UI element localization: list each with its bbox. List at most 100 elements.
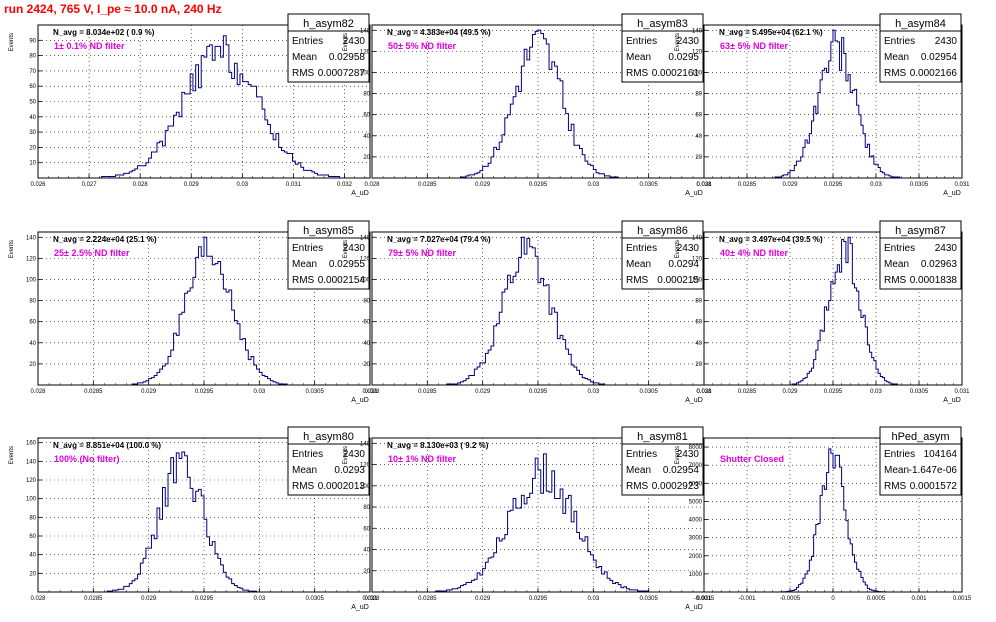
x-tick-label: 0.028 — [30, 596, 46, 602]
stat-value: 2430 — [935, 36, 958, 47]
x-tick-label: 0.029 — [782, 389, 798, 395]
y-tick-label: 100 — [26, 497, 37, 503]
y-tick-label: 20 — [363, 569, 370, 575]
histogram-panel-h_asym87: 0.028 0.0285 0.029 0.0295 0.03 0.0305 0.031 20 4… — [675, 220, 970, 404]
y-tick-label: 90 — [29, 38, 36, 44]
x-tick-label: 0.0015 — [953, 596, 972, 602]
x-tick-label: 0.031 — [954, 389, 970, 395]
y-tick-label: 60 — [29, 320, 36, 326]
x-tick-label: 0.0005 — [867, 596, 886, 602]
y-tick-label: 60 — [29, 84, 36, 90]
stat-label: Entries — [292, 449, 323, 460]
stat-value: 0.000215 — [657, 275, 699, 286]
y-tick-label: 20 — [29, 571, 36, 577]
x-tick-label: 0.028 — [364, 389, 380, 395]
stats-box-frame — [621, 13, 704, 83]
stat-value: 0.0001572 — [910, 481, 958, 492]
x-tick-label: 0.032 — [337, 182, 353, 188]
x-tick-label: 0.0295 — [824, 182, 843, 188]
filter-caption: 50± 5% ND filter — [388, 41, 456, 51]
x-axis-title: A_uD — [351, 397, 369, 404]
y-tick-label: 20 — [695, 362, 702, 368]
stat-label: Entries — [626, 449, 657, 460]
y-tick-label: 40 — [363, 134, 370, 140]
histogram-name: hPed_asym — [891, 431, 949, 443]
y-tick-label: 140 — [692, 28, 703, 34]
histogram-name: h_asym81 — [637, 431, 688, 443]
stat-label: Mean — [292, 52, 317, 63]
y-axis-title: Events — [343, 446, 349, 464]
stat-label: Entries — [884, 449, 915, 460]
stat-label: Entries — [292, 36, 323, 47]
x-tick-label: -0.0015 — [694, 596, 715, 602]
x-tick-label: 0.029 — [184, 182, 200, 188]
histogram-name: h_asym84 — [895, 18, 946, 30]
x-axis-title: A_uD — [351, 604, 369, 611]
stats-box-frame — [287, 13, 370, 83]
stat-value: 0.0002013 — [318, 481, 366, 492]
stat-label: RMS — [626, 481, 649, 492]
y-tick-label: 8000 — [689, 445, 703, 451]
y-tick-label: 5000 — [689, 499, 703, 505]
y-tick-label: 40 — [29, 553, 36, 559]
y-tick-label: 40 — [695, 134, 702, 140]
y-tick-label: 140 — [26, 235, 37, 241]
stat-label: RMS — [292, 481, 315, 492]
y-axis-title: Events — [675, 33, 681, 51]
x-axis-title: A_uD — [351, 190, 369, 197]
x-axis-title: A_uD — [943, 397, 961, 404]
navg-caption: N_avg = 8.034e+02 ( 0.9 %) — [53, 28, 155, 37]
x-axis-title: A_uD — [943, 190, 961, 197]
x-tick-label: 0.029 — [475, 596, 491, 602]
histogram-name: h_asym82 — [303, 18, 354, 30]
stat-value: 0.0007287 — [318, 68, 366, 79]
stats-box-frame — [621, 426, 704, 496]
x-tick-label: 0.0285 — [738, 182, 757, 188]
x-tick-label: 0.0305 — [910, 389, 929, 395]
stat-value: 0.0002923 — [652, 481, 700, 492]
y-tick-label: 120 — [26, 478, 37, 484]
y-axis-title: Events — [343, 240, 349, 258]
stat-label: Mean — [292, 465, 317, 476]
stat-value: 0.0294 — [668, 259, 699, 270]
stat-label: Entries — [884, 36, 915, 47]
y-tick-label: 4000 — [689, 518, 703, 524]
y-tick-label: 3000 — [689, 536, 703, 542]
y-tick-label: 80 — [695, 299, 702, 305]
histogram-panel-h_asym86: 0.028 0.0285 0.029 0.0295 0.03 0.0305 0.031 20 4… — [343, 220, 712, 404]
y-tick-label: 10 — [29, 161, 36, 167]
x-tick-label: 0.031 — [696, 389, 712, 395]
stat-value: 2430 — [343, 449, 366, 460]
y-tick-label: 140 — [360, 28, 371, 34]
y-tick-label: 100 — [360, 484, 371, 490]
stats-box: h_asym86 Entries 2430 Mean 0.0294 RMS 0.000215 — [621, 220, 704, 290]
histogram-panel-hPed_asym: -0.0015 -0.001 -0.0005 0 0.0005 0.001 0.0015 10… — [675, 426, 972, 602]
x-tick-label: 0.028 — [364, 182, 380, 188]
y-tick-label: 140 — [26, 459, 37, 465]
navg-caption: N_avg = 8.851e+04 (100.0 %) — [53, 441, 161, 450]
x-tick-label: 0.0285 — [418, 182, 437, 188]
y-tick-label: 80 — [363, 505, 370, 511]
x-axis-title: A_uD — [685, 604, 703, 611]
x-tick-label: 0.029 — [141, 389, 157, 395]
y-axis-title: Events — [9, 446, 15, 464]
y-tick-label: 7000 — [689, 463, 703, 469]
x-tick-label: 0.0305 — [639, 182, 658, 188]
x-tick-label: 0.0285 — [738, 389, 757, 395]
stat-label: RMS — [884, 481, 907, 492]
filter-caption: 1± 0.1% ND filter — [54, 41, 125, 51]
x-tick-label: 0.0295 — [529, 182, 548, 188]
x-axis-title: A_uD — [685, 190, 703, 197]
x-tick-label: 0.029 — [782, 182, 798, 188]
y-tick-label: 100 — [26, 277, 37, 283]
stat-value: 2430 — [343, 36, 366, 47]
y-tick-label: 60 — [363, 526, 370, 532]
x-tick-label: 0.0295 — [529, 596, 548, 602]
stat-value: 0.0001838 — [910, 275, 958, 286]
y-tick-label: 20 — [29, 362, 36, 368]
y-tick-label: 50 — [29, 100, 36, 106]
x-axis-title: A_uD — [685, 397, 703, 404]
x-tick-label: 0.0305 — [305, 596, 324, 602]
histogram-name: h_asym86 — [637, 225, 688, 237]
